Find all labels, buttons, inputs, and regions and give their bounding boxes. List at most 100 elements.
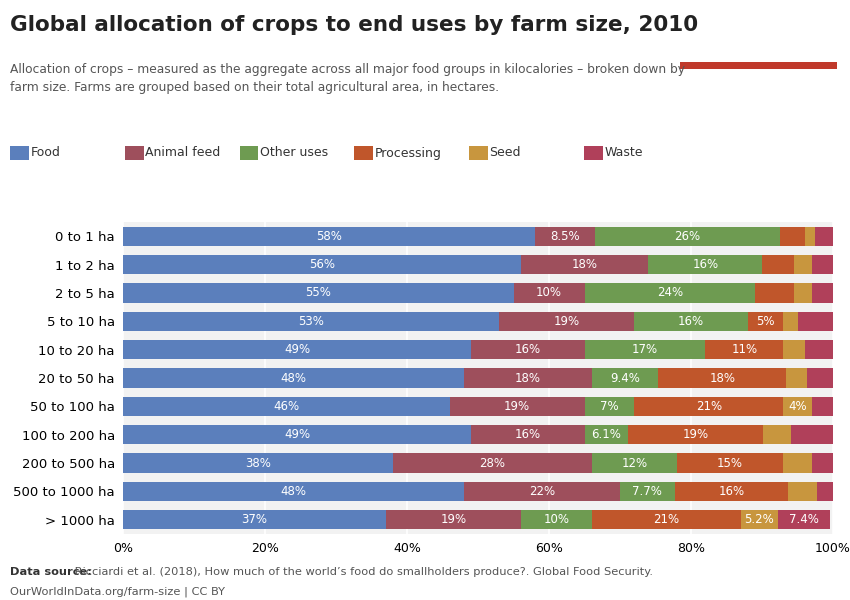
Text: 8.5%: 8.5%	[550, 230, 580, 242]
Bar	[788, 482, 817, 501]
Text: 19%: 19%	[504, 400, 530, 413]
Bar	[817, 482, 833, 501]
Bar	[592, 510, 740, 529]
Bar	[585, 425, 628, 445]
Bar	[464, 368, 592, 388]
Bar	[791, 425, 833, 445]
Bar	[500, 311, 634, 331]
Bar	[535, 227, 595, 246]
Bar	[123, 255, 521, 274]
Text: Seed: Seed	[490, 146, 521, 160]
Bar	[778, 510, 830, 529]
Bar	[677, 454, 784, 473]
Bar	[595, 227, 779, 246]
Text: 16%: 16%	[515, 428, 541, 441]
Bar	[748, 311, 784, 331]
Text: 19%: 19%	[683, 428, 708, 441]
Text: 26%: 26%	[674, 230, 700, 242]
Text: OurWorldInData.org/farm-size | CC BY: OurWorldInData.org/farm-size | CC BY	[10, 587, 225, 598]
Text: 18%: 18%	[571, 258, 598, 271]
Bar	[123, 227, 535, 246]
Bar	[812, 454, 833, 473]
Bar	[585, 340, 706, 359]
Bar	[740, 510, 778, 529]
Bar	[620, 482, 675, 501]
Text: Food: Food	[31, 146, 60, 160]
Text: 48%: 48%	[280, 371, 307, 385]
Bar	[706, 340, 784, 359]
Bar	[794, 255, 812, 274]
Bar	[812, 283, 833, 302]
Bar	[450, 397, 585, 416]
Text: 17%: 17%	[632, 343, 658, 356]
Text: 28%: 28%	[479, 457, 505, 470]
Text: 18%: 18%	[515, 371, 541, 385]
Bar	[592, 368, 659, 388]
Bar	[779, 227, 805, 246]
Bar	[680, 62, 837, 69]
Bar	[797, 311, 833, 331]
Bar	[659, 368, 786, 388]
Text: 7%: 7%	[600, 400, 619, 413]
Bar	[123, 283, 513, 302]
Bar	[784, 454, 812, 473]
Bar	[675, 482, 788, 501]
Text: 58%: 58%	[316, 230, 342, 242]
Bar	[649, 255, 762, 274]
Text: 53%: 53%	[298, 315, 324, 328]
Bar	[805, 340, 833, 359]
Text: 18%: 18%	[709, 371, 735, 385]
Bar	[762, 255, 794, 274]
Bar	[794, 283, 812, 302]
Bar	[464, 482, 620, 501]
Bar	[123, 425, 471, 445]
Text: 19%: 19%	[554, 315, 580, 328]
Bar	[123, 311, 500, 331]
Text: 56%: 56%	[309, 258, 335, 271]
Text: 37%: 37%	[241, 514, 268, 526]
Text: Global allocation of crops to end uses by farm size, 2010: Global allocation of crops to end uses b…	[10, 15, 699, 35]
Bar	[521, 255, 649, 274]
Bar	[123, 454, 393, 473]
Bar	[815, 227, 833, 246]
Text: Waste: Waste	[604, 146, 643, 160]
Bar	[585, 283, 755, 302]
Text: 16%: 16%	[692, 258, 718, 271]
Text: 21%: 21%	[653, 514, 679, 526]
Text: in Data: in Data	[734, 40, 784, 53]
Bar	[786, 368, 807, 388]
Bar	[123, 510, 386, 529]
Bar	[755, 283, 794, 302]
Text: Allocation of crops – measured as the aggregate across all major food groups in : Allocation of crops – measured as the ag…	[10, 63, 685, 94]
Bar	[805, 227, 815, 246]
Text: 24%: 24%	[657, 286, 683, 299]
Bar	[628, 425, 762, 445]
Text: 10%: 10%	[536, 286, 562, 299]
Text: 16%: 16%	[678, 315, 704, 328]
Text: Animal feed: Animal feed	[145, 146, 221, 160]
Text: 7.4%: 7.4%	[789, 514, 819, 526]
Bar	[123, 340, 471, 359]
Bar	[386, 510, 521, 529]
Bar	[634, 311, 748, 331]
Text: 22%: 22%	[529, 485, 555, 498]
Text: 4%: 4%	[788, 400, 807, 413]
Bar	[471, 425, 585, 445]
Bar	[634, 397, 784, 416]
Text: 6.1%: 6.1%	[592, 428, 621, 441]
Text: 49%: 49%	[284, 343, 310, 356]
Bar	[123, 368, 464, 388]
Text: Processing: Processing	[375, 146, 442, 160]
Bar	[812, 397, 833, 416]
Bar	[471, 340, 585, 359]
Bar	[393, 454, 592, 473]
Bar	[762, 425, 791, 445]
Bar	[808, 368, 833, 388]
Bar	[812, 255, 833, 274]
Bar	[513, 283, 585, 302]
Bar	[585, 397, 634, 416]
Text: 11%: 11%	[731, 343, 757, 356]
Text: 49%: 49%	[284, 428, 310, 441]
Bar	[784, 397, 812, 416]
Text: 5.2%: 5.2%	[745, 514, 774, 526]
